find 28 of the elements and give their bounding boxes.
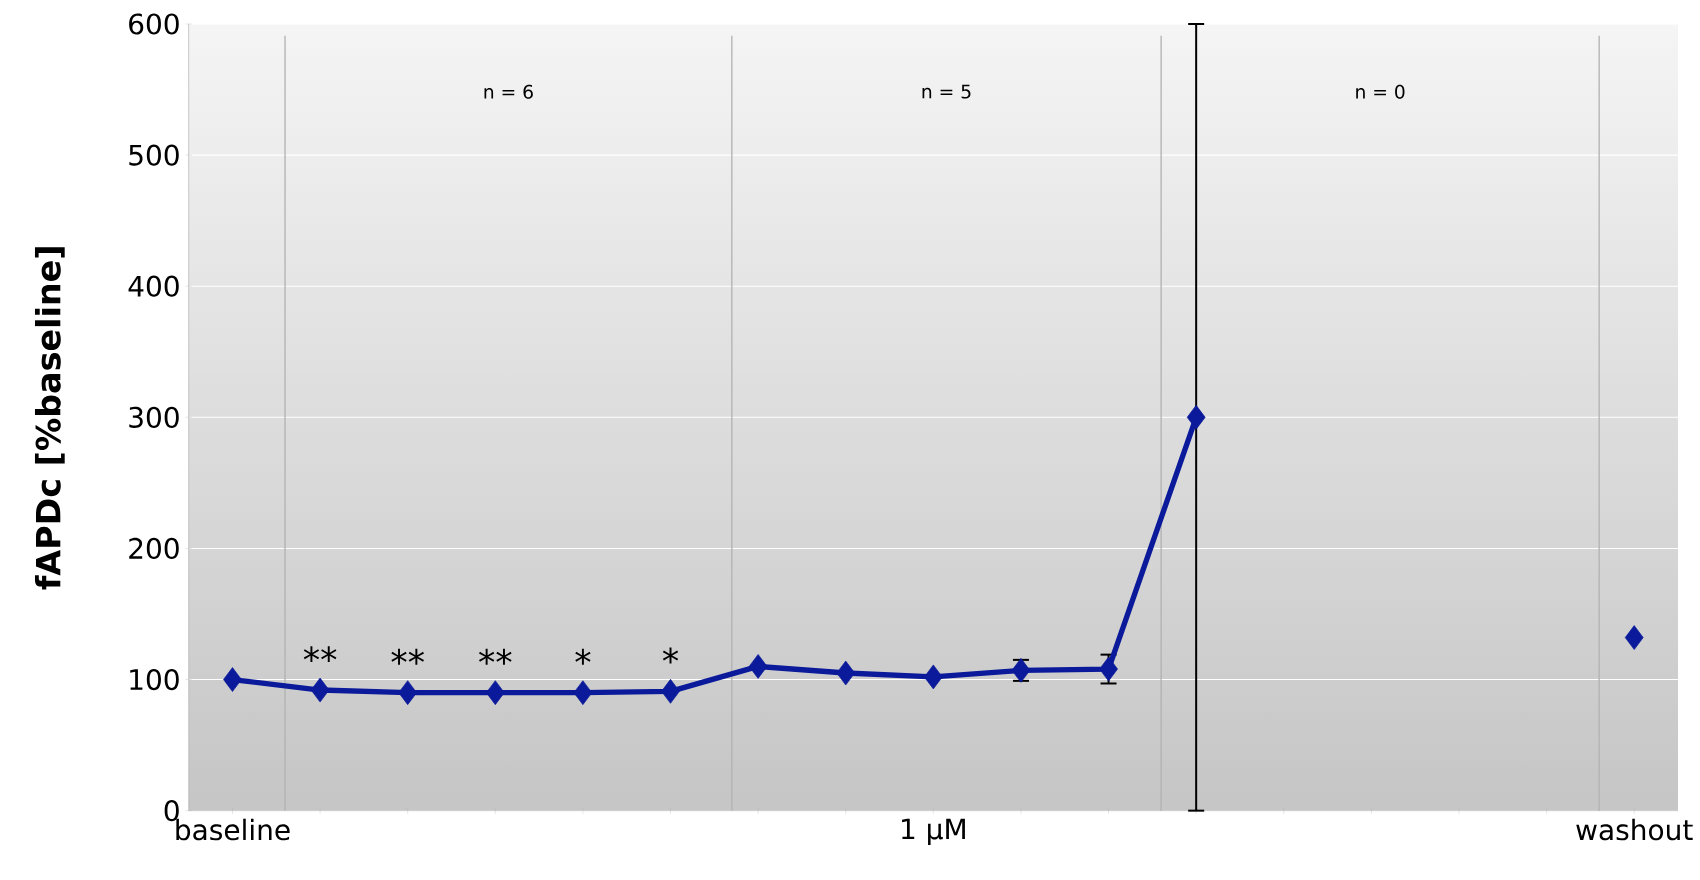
annotation: n = 0 (1356, 84, 1405, 99)
y-axis-title: fAPDc [%baseline] (34, 247, 65, 590)
point (661, 679, 680, 704)
point (223, 667, 242, 692)
data-label: ** (478, 648, 512, 665)
annotation: n = 5 (922, 84, 971, 99)
x-tick-label: 1 µM (902, 818, 965, 845)
point (924, 664, 943, 690)
data-label: * (575, 648, 591, 665)
data-label: ** (391, 648, 424, 665)
y-tick-label: 600 (129, 13, 179, 35)
y-tick-label: 200 (129, 537, 179, 560)
point (1624, 625, 1644, 650)
data-label: ** (303, 646, 337, 663)
point (1186, 404, 1206, 430)
y-tick-label: 400 (128, 275, 179, 297)
y-tick-label: 300 (129, 406, 179, 428)
point (310, 677, 330, 703)
x-tick-label: washout (1576, 818, 1693, 841)
data-label: * (662, 647, 679, 664)
point (573, 680, 593, 705)
annotation: n = 6 (484, 84, 533, 99)
point (398, 680, 418, 705)
point (836, 660, 856, 686)
y-tick-label: 500 (129, 144, 179, 166)
point (485, 680, 505, 705)
y-tick-label: 100 (130, 668, 179, 691)
point (748, 654, 768, 679)
